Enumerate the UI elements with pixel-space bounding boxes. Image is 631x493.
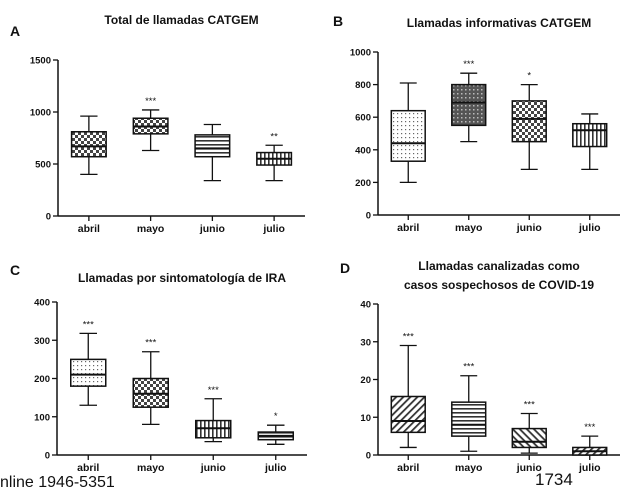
box-iqr bbox=[451, 83, 487, 127]
significance-marker: ** bbox=[270, 131, 278, 142]
y-tick-label: 200 bbox=[34, 374, 50, 385]
y-tick-label: 10 bbox=[360, 413, 371, 424]
box-abril: *** bbox=[390, 332, 426, 449]
box-mayo: *** bbox=[132, 338, 169, 426]
x-tick-label: junio bbox=[516, 462, 542, 474]
footer-page-number: 1734 bbox=[535, 470, 573, 489]
x-tick-label: junio bbox=[516, 222, 542, 234]
y-tick-label: 1500 bbox=[30, 56, 51, 67]
panel-b: B Llamadas informativas CATGEM 0 200 400 600 8… bbox=[333, 13, 620, 234]
box-abril bbox=[70, 115, 107, 176]
x-tick-label: abril bbox=[397, 222, 419, 234]
panel-letter: B bbox=[333, 13, 343, 29]
x-tick-label: mayo bbox=[455, 222, 482, 234]
x-tick-label: mayo bbox=[137, 223, 164, 235]
y-tick-label: 30 bbox=[360, 337, 371, 348]
panel-d: D Llamadas canalizadas como casos sospecho… bbox=[340, 259, 620, 474]
box-julio: * bbox=[257, 411, 294, 445]
y-tick-label: 300 bbox=[34, 336, 50, 347]
x-tick-label: abril bbox=[397, 462, 419, 474]
y-tick-label: 20 bbox=[360, 375, 371, 386]
significance-marker: *** bbox=[463, 362, 474, 373]
box-iqr bbox=[390, 395, 426, 434]
significance-marker: *** bbox=[145, 338, 156, 349]
y-tick-label: 600 bbox=[355, 113, 371, 124]
x-tick-label: julio bbox=[578, 222, 601, 234]
significance-marker: *** bbox=[83, 319, 94, 330]
significance-marker: *** bbox=[584, 422, 595, 433]
box-abril: *** bbox=[70, 319, 107, 406]
y-tick-label: 200 bbox=[355, 178, 371, 189]
box-mayo: *** bbox=[132, 96, 169, 152]
panel-a: A Total de llamadas CATGEM 0 500 1000 1500 abr… bbox=[10, 13, 305, 235]
x-tick-label: junio bbox=[200, 462, 226, 474]
chart-title-line: Llamadas canalizadas como bbox=[418, 259, 579, 273]
box-julio: ** bbox=[256, 131, 293, 182]
x-tick-label: mayo bbox=[137, 462, 164, 474]
box-iqr bbox=[390, 109, 426, 162]
y-tick-label: 1000 bbox=[30, 108, 51, 119]
box-julio: *** bbox=[572, 422, 608, 456]
panel-letter: C bbox=[10, 262, 20, 278]
box-iqr bbox=[451, 401, 487, 437]
y-tick-label: 400 bbox=[34, 298, 50, 309]
box-abril bbox=[390, 82, 426, 184]
x-tick-label: mayo bbox=[455, 462, 482, 474]
y-tick-label: 0 bbox=[46, 212, 51, 223]
significance-marker: *** bbox=[403, 332, 414, 343]
y-tick-label: 0 bbox=[366, 451, 371, 462]
chart-title: Llamadas informativas CATGEM bbox=[407, 16, 592, 30]
significance-marker: *** bbox=[463, 59, 474, 70]
panel-c: C Llamadas por sintomatología de IRA 0 100 2… bbox=[10, 262, 307, 474]
y-tick-label: 100 bbox=[34, 412, 50, 423]
chart-title-line: casos sospechosos de COVID-19 bbox=[404, 278, 594, 292]
chart-title: Llamadas por sintomatología de IRA bbox=[78, 271, 286, 285]
box-iqr bbox=[511, 100, 547, 143]
chart-title: Total de llamadas CATGEM bbox=[104, 13, 258, 27]
y-tick-label: 0 bbox=[45, 451, 50, 462]
significance-marker: *** bbox=[145, 96, 156, 107]
box-iqr bbox=[572, 122, 608, 148]
y-tick-label: 800 bbox=[355, 80, 371, 91]
box-junio: *** bbox=[195, 385, 232, 443]
y-tick-label: 0 bbox=[366, 211, 371, 222]
x-tick-label: junio bbox=[199, 223, 225, 235]
x-tick-label: julio bbox=[264, 462, 287, 474]
panel-letter: A bbox=[10, 23, 20, 39]
box-junio: * bbox=[511, 71, 547, 171]
box-julio bbox=[572, 113, 608, 171]
y-tick-label: 40 bbox=[360, 300, 371, 311]
x-tick-label: abril bbox=[77, 462, 99, 474]
x-tick-label: abril bbox=[78, 223, 100, 235]
box-iqr bbox=[70, 358, 107, 387]
box-iqr bbox=[194, 134, 231, 158]
box-iqr bbox=[70, 131, 107, 158]
x-tick-label: julio bbox=[262, 223, 285, 235]
y-tick-label: 1000 bbox=[350, 48, 371, 59]
x-tick-label: julio bbox=[578, 462, 601, 474]
significance-marker: *** bbox=[524, 399, 535, 410]
box-iqr bbox=[511, 427, 547, 449]
significance-marker: * bbox=[527, 71, 531, 82]
y-tick-label: 500 bbox=[35, 160, 51, 171]
significance-marker: *** bbox=[208, 385, 219, 396]
box-junio bbox=[194, 123, 231, 182]
significance-marker: * bbox=[274, 411, 278, 422]
footer-issn-text: nline 1946-5351 bbox=[0, 474, 115, 491]
box-mayo: *** bbox=[451, 362, 487, 452]
y-tick-label: 400 bbox=[355, 145, 371, 156]
box-mayo: *** bbox=[451, 59, 487, 143]
panel-letter: D bbox=[340, 260, 350, 276]
box-junio: *** bbox=[511, 399, 547, 454]
